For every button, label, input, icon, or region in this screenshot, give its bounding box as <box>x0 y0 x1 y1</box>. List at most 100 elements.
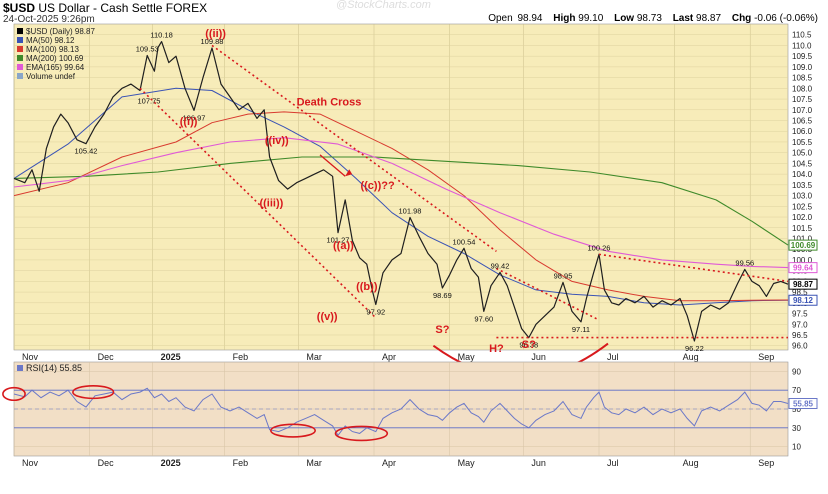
y-tick-label: 97.5 <box>792 310 808 319</box>
y-tick-label: 100.0 <box>792 256 813 265</box>
y-tick-label: 108.0 <box>792 84 813 93</box>
x-tick-label: Jun <box>531 458 546 468</box>
wave-label: H? <box>489 343 504 355</box>
y-tick-label: 106.5 <box>792 117 813 126</box>
rsi-highlight-ellipse <box>269 423 316 438</box>
rsi-legend: RSI(14) 55.85 <box>26 363 82 373</box>
legend-entry: MA(200) 100.69 <box>26 54 84 63</box>
price-label: 110.18 <box>150 31 172 40</box>
brand-watermark: @StockCharts.com <box>336 0 431 11</box>
legend-entry: $USD (Daily) 98.87 <box>26 27 95 36</box>
legend-swatch <box>17 37 23 43</box>
rsi-panel: Nov Dec 2025 Feb Mar Apr May Jun Jul Aug Sep 10 30 50… <box>2 361 818 468</box>
y-tick-label: 96.5 <box>792 331 808 340</box>
x-tick-label: Mar <box>306 458 322 468</box>
chart-date: 24-Oct-2025 9:26pm <box>3 14 95 25</box>
series-ma-200 <box>13 156 789 246</box>
x-tick-label: Feb <box>233 458 249 468</box>
price-label: 97.60 <box>474 314 493 323</box>
x-tick-label: Dec <box>98 352 115 362</box>
price-plot-area <box>13 23 789 351</box>
legend-swatch <box>17 64 23 70</box>
price-label: 96.22 <box>685 344 704 353</box>
rsi-tick-label: 10 <box>792 443 801 452</box>
trendline <box>211 44 497 252</box>
high-value: 99.10 <box>578 13 604 24</box>
last-value-tag <box>788 262 818 274</box>
rsi-tick-label: 70 <box>792 386 801 395</box>
rsi-highlight-ellipse <box>334 425 389 442</box>
price-label: 98.69 <box>433 291 452 300</box>
trendline <box>598 253 789 283</box>
last-value-text: 100.69 <box>791 241 816 250</box>
price-label: 98.95 <box>554 271 573 280</box>
wave-label: ((iii)) <box>259 197 283 209</box>
price-label: 97.11 <box>572 325 590 334</box>
y-tick-label: 97.0 <box>792 320 808 329</box>
x-tick-label: May <box>458 352 476 362</box>
y-tick-label: 110.0 <box>792 41 812 50</box>
wave-label: ((i)) <box>180 116 198 128</box>
price-label: 99.56 <box>735 258 754 267</box>
y-tick-label: 102.0 <box>792 213 813 222</box>
price-label: 105.42 <box>75 147 98 156</box>
y-tick-label: 107.0 <box>792 106 813 115</box>
rsi-last-tag <box>788 398 818 410</box>
chart-title: $USD US Dollar - Cash Settle FOREX <box>3 1 207 15</box>
exchange: FOREX <box>165 1 208 15</box>
x-tick-label: 2025 <box>161 352 181 362</box>
y-tick-label: 101.0 <box>792 234 813 243</box>
x-tick-label: Dec <box>98 458 115 468</box>
legend-entry: Volume undef <box>26 72 76 81</box>
price-label: 96.38 <box>519 341 538 350</box>
rsi-series <box>13 387 789 437</box>
y-tick-label: 101.5 <box>792 224 813 233</box>
open-value: 98.94 <box>517 13 543 24</box>
symbol: $USD <box>3 1 36 15</box>
y-tick-label: 104.5 <box>792 159 813 168</box>
price-label: 107.75 <box>138 97 161 106</box>
y-tick-label: 98.5 <box>792 288 808 297</box>
last-value-tag <box>788 239 818 251</box>
y-tick-label: 108.5 <box>792 74 813 83</box>
chg-value: -0.06 (-0.06%) <box>754 13 818 24</box>
rsi-highlight-ellipse <box>72 384 115 400</box>
x-tick-label: Jul <box>607 458 619 468</box>
death-cross-arrow <box>319 154 346 177</box>
price-label: 101.27 <box>327 236 350 245</box>
price-label: 106.97 <box>183 113 206 122</box>
wave-label: Death Cross <box>297 97 362 109</box>
legend-entry: MA(100) 98.13 <box>26 45 79 54</box>
wave-label: ((a)) <box>333 240 354 252</box>
x-tick-label: Nov <box>22 352 39 362</box>
y-tick-label: 103.5 <box>792 181 813 190</box>
series-ma-100 <box>13 111 789 302</box>
low-label: Low <box>614 13 635 24</box>
y-tick-label: 105.0 <box>792 149 813 158</box>
series-ema-165 <box>13 137 789 269</box>
price-panel: Nov Dec 2025 Feb Mar Apr May Jun Jul Aug Sep 96.0 96… <box>13 23 818 379</box>
series-ma-50 <box>13 87 789 306</box>
chg-label: Chg <box>731 13 752 24</box>
open-label: Open <box>488 13 513 24</box>
x-tick-label: Aug <box>683 458 699 468</box>
rsi-last-text: 55.85 <box>793 400 814 409</box>
wave-label: ((iv)) <box>265 135 289 147</box>
rsi-tick-label: 30 <box>792 424 801 433</box>
legend-swatch <box>17 28 23 34</box>
rsi-highlight-ellipse <box>2 386 26 402</box>
legend-swatch <box>17 55 23 61</box>
wave-label: ((v)) <box>317 311 338 323</box>
price-label: 101.98 <box>399 206 422 215</box>
legend-swatch <box>17 73 23 79</box>
x-tick-label: Apr <box>382 352 396 362</box>
rsi-legend-swatch <box>17 365 23 371</box>
x-tick-label: Sep <box>758 352 774 362</box>
x-tick-label: Jul <box>607 352 619 362</box>
last-value-tag <box>788 278 818 290</box>
wave-label: S? <box>435 324 449 336</box>
last-value-text: 99.64 <box>793 264 814 273</box>
y-tick-label: 109.5 <box>792 52 813 61</box>
x-tick-label: Jun <box>531 352 546 362</box>
x-tick-label: May <box>458 458 476 468</box>
